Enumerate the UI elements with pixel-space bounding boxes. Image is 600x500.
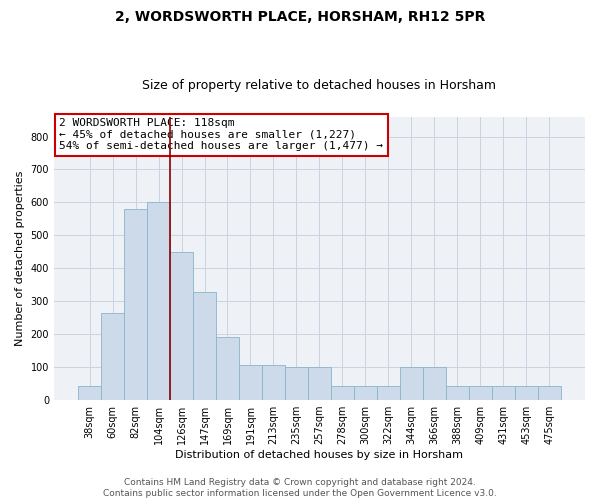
Bar bbox=[193, 292, 216, 400]
Bar bbox=[239, 366, 262, 400]
Bar bbox=[469, 386, 492, 400]
Bar bbox=[124, 209, 147, 400]
Bar bbox=[262, 366, 285, 400]
Text: 2 WORDSWORTH PLACE: 118sqm
← 45% of detached houses are smaller (1,227)
54% of s: 2 WORDSWORTH PLACE: 118sqm ← 45% of deta… bbox=[59, 118, 383, 152]
Bar bbox=[400, 367, 423, 400]
Bar bbox=[515, 386, 538, 400]
Bar bbox=[423, 367, 446, 400]
Bar bbox=[308, 367, 331, 400]
Bar bbox=[216, 338, 239, 400]
Bar bbox=[354, 386, 377, 400]
Bar bbox=[101, 313, 124, 400]
Bar bbox=[78, 386, 101, 400]
Bar bbox=[170, 252, 193, 400]
Title: Size of property relative to detached houses in Horsham: Size of property relative to detached ho… bbox=[142, 79, 496, 92]
Text: 2, WORDSWORTH PLACE, HORSHAM, RH12 5PR: 2, WORDSWORTH PLACE, HORSHAM, RH12 5PR bbox=[115, 10, 485, 24]
Bar bbox=[538, 386, 561, 400]
Text: Contains HM Land Registry data © Crown copyright and database right 2024.
Contai: Contains HM Land Registry data © Crown c… bbox=[103, 478, 497, 498]
Bar bbox=[492, 386, 515, 400]
Bar bbox=[285, 367, 308, 400]
Bar bbox=[377, 386, 400, 400]
Bar bbox=[147, 202, 170, 400]
Bar bbox=[331, 386, 354, 400]
Y-axis label: Number of detached properties: Number of detached properties bbox=[15, 170, 25, 346]
Bar bbox=[446, 386, 469, 400]
X-axis label: Distribution of detached houses by size in Horsham: Distribution of detached houses by size … bbox=[175, 450, 463, 460]
